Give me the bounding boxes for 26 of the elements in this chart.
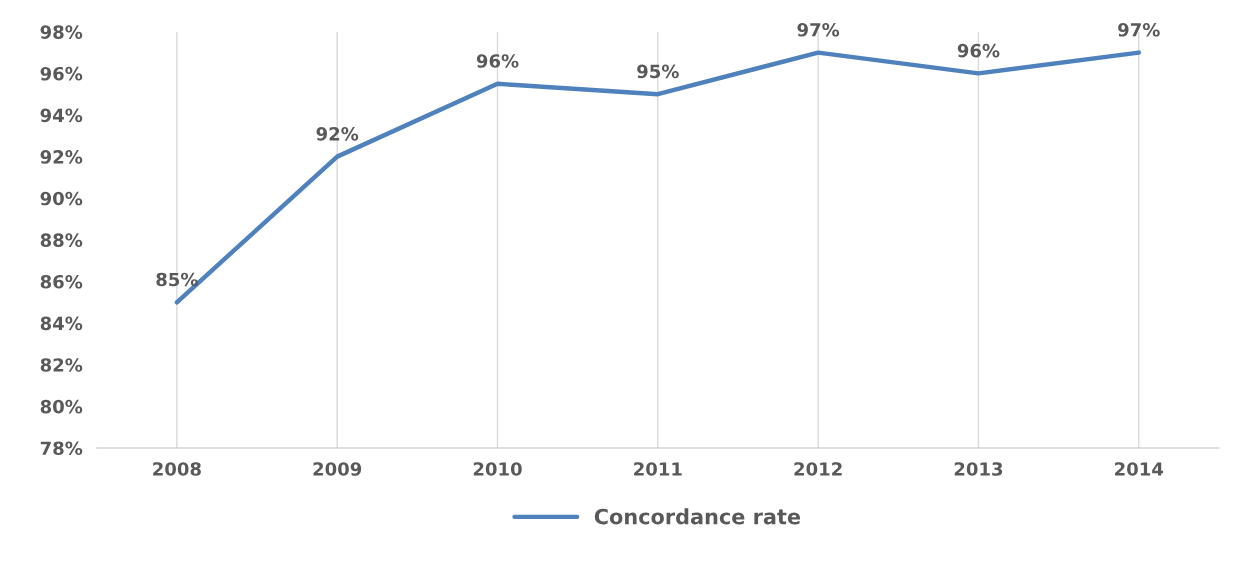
- x-tick-label: 2014: [1115, 462, 1164, 476]
- x-tick-label: 2008: [153, 462, 201, 476]
- y-tick-label: 88%: [40, 233, 83, 247]
- data-label: 92%: [316, 126, 359, 141]
- x-tick-label: 2012: [794, 462, 842, 476]
- data-label: 97%: [797, 22, 840, 37]
- x-tick-label: 2010: [473, 462, 522, 476]
- data-label: 96%: [957, 43, 1000, 58]
- y-tick-label: 82%: [40, 358, 83, 372]
- x-tick-label: 2009: [313, 462, 362, 476]
- y-tick-label: 96%: [40, 66, 83, 81]
- y-tick-label: 80%: [40, 399, 83, 414]
- y-tick-label: 84%: [40, 316, 83, 331]
- data-label: 96%: [476, 54, 519, 68]
- y-tick-label: 94%: [40, 108, 83, 123]
- legend-label: Concordance rate: [594, 508, 801, 525]
- y-tick-label: 78%: [40, 441, 83, 456]
- y-tick-label: 92%: [40, 150, 83, 164]
- x-tick-label: 2013: [954, 462, 1003, 476]
- data-label: 95%: [637, 64, 679, 79]
- y-tick-label: 98%: [40, 25, 83, 39]
- data-label: 85%: [156, 272, 198, 287]
- y-tick-label: 86%: [40, 274, 83, 289]
- x-tick-label: 2011: [634, 462, 682, 476]
- data-label: 97%: [1118, 22, 1160, 37]
- y-tick-label: 90%: [40, 191, 83, 206]
